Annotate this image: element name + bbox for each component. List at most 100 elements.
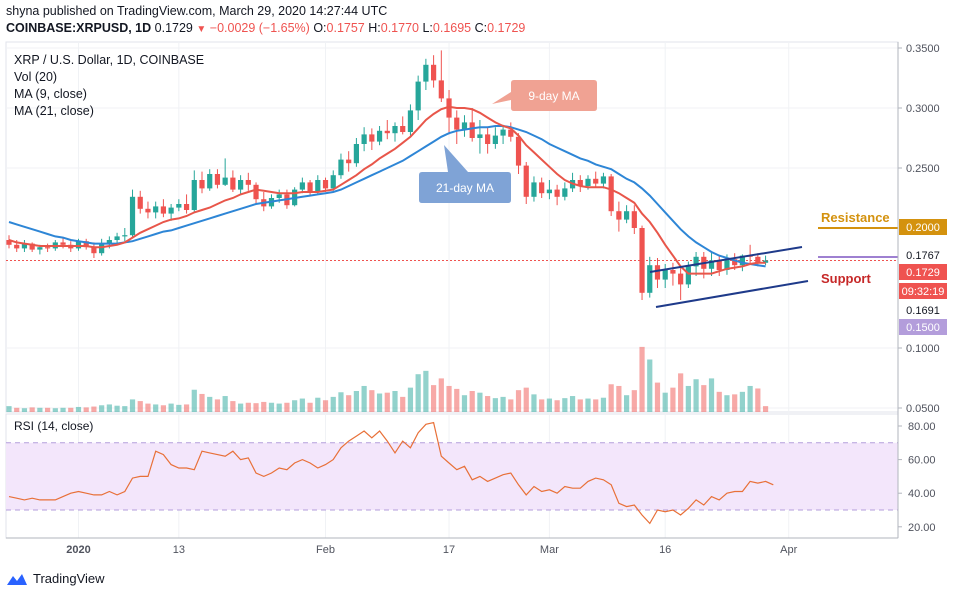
candle-body [585, 178, 591, 186]
volume-bar [446, 385, 452, 412]
volume-bar [554, 400, 560, 412]
volume-bar [569, 396, 576, 412]
candle-body [21, 243, 28, 249]
volume-bar [616, 385, 622, 412]
publisher-line: shyna published on TradingView.com, Marc… [6, 4, 388, 18]
volume-bar [60, 407, 66, 412]
candle-body [708, 260, 715, 269]
ma9-callout-label: 9-day MA [528, 89, 579, 103]
volume-bar [654, 382, 661, 412]
volume-bar [693, 379, 699, 412]
candle-body [361, 134, 367, 144]
candle-body [562, 188, 568, 197]
y-tick-label: 0.3000 [906, 103, 940, 115]
candle-body [539, 182, 545, 194]
candle-body [739, 255, 745, 266]
last-price: 0.1729 [154, 21, 193, 35]
candle-body [199, 180, 205, 189]
x-tick-label: 17 [443, 544, 455, 556]
candle-body [99, 243, 105, 254]
candle-body [330, 175, 336, 189]
candle-body [662, 270, 668, 280]
candle-body [438, 80, 444, 99]
price-change: −0.0029 (−1.65%) [209, 21, 310, 35]
candle-body [129, 196, 136, 236]
low-marker-tag: 0.1691 [906, 305, 940, 317]
candle-body [631, 211, 637, 228]
candle-body [515, 136, 522, 166]
candle-body [724, 259, 730, 270]
candle-body [307, 182, 313, 192]
candle-body [670, 270, 676, 274]
volume-bar [631, 390, 637, 412]
tradingview-logo[interactable]: TradingView [6, 571, 105, 586]
open-value: 0.1757 [326, 21, 365, 35]
volume-bar [454, 388, 460, 412]
volume-bar [562, 398, 568, 412]
x-tick-label: 2020 [66, 544, 90, 556]
candle-body [492, 135, 498, 144]
candle-body [431, 64, 437, 81]
volume-bar [145, 403, 151, 412]
candle-body [392, 126, 398, 134]
volume-bar [546, 398, 552, 412]
volume-bar [531, 394, 537, 412]
volume-bar [384, 392, 390, 412]
candle-body [485, 134, 491, 144]
candle-body [338, 159, 344, 176]
candle-body [37, 247, 43, 250]
ma9-line [8, 105, 766, 275]
high-value: 0.1770 [380, 21, 419, 35]
volume-bar [577, 399, 583, 412]
candle-body [183, 204, 190, 210]
volume-bar [114, 405, 120, 412]
volume-bar [191, 389, 197, 412]
volume-bar [461, 395, 468, 412]
volume-bar [346, 395, 352, 412]
legend-vol: Vol (20) [14, 70, 57, 84]
volume-bar [29, 407, 35, 412]
candle-body [624, 211, 630, 220]
candle-body [160, 206, 166, 214]
candle-body [114, 236, 120, 240]
x-tick-label: Feb [316, 544, 335, 556]
open-label: O: [313, 21, 327, 35]
candle-body [346, 159, 352, 164]
volume-bar [415, 374, 421, 412]
countdown-tag: 09:32:19 [902, 286, 945, 298]
volume-bar [708, 378, 715, 412]
candle-body [384, 130, 390, 134]
volume-bar [361, 385, 367, 412]
volume-bar [214, 399, 221, 412]
candle-body [191, 180, 197, 210]
candle-body [29, 243, 35, 250]
volume-bar [183, 404, 190, 412]
high-marker-tag: 0.1767 [906, 250, 940, 262]
candle-body [732, 259, 738, 266]
volume-bars [6, 346, 769, 412]
volume-bar [716, 391, 722, 412]
volume-bar [322, 400, 329, 412]
volume-bar [407, 387, 414, 412]
volume-bar [585, 398, 591, 412]
volume-bar [662, 392, 668, 412]
candle-body [477, 134, 483, 138]
legend-ma21: MA (21, close) [14, 104, 94, 118]
volume-bar [137, 401, 143, 412]
volume-bar [307, 402, 313, 412]
candle-body [153, 206, 159, 213]
volume-bar [747, 385, 753, 412]
volume-bar [477, 392, 483, 412]
volume-bar [160, 405, 166, 412]
candle-body [106, 240, 112, 244]
y-tick-label: 0.1000 [906, 343, 940, 355]
rsi-y-tick-label: 60.00 [908, 455, 936, 467]
volume-bar [701, 385, 707, 412]
candle-body [755, 256, 761, 263]
volume-bar [52, 408, 58, 412]
tradingview-logo-icon [7, 573, 27, 585]
candle-body [137, 196, 143, 209]
candles [6, 50, 769, 300]
low-value: 0.1695 [432, 21, 472, 35]
